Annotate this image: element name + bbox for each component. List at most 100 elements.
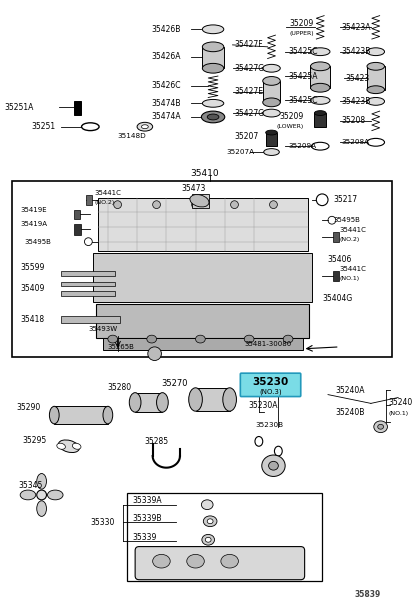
Ellipse shape [202,42,224,52]
Text: 35406: 35406 [327,255,352,264]
Ellipse shape [266,130,277,135]
Text: 35240B: 35240B [336,407,365,417]
Bar [202,47,224,68]
Ellipse shape [367,86,384,94]
FancyBboxPatch shape [135,547,305,580]
Bar [192,194,209,208]
Text: 35419E: 35419E [20,208,47,214]
Ellipse shape [196,335,205,343]
Text: 35209A: 35209A [288,143,316,149]
Ellipse shape [190,194,209,207]
Text: (UPPER): (UPPER) [289,30,314,36]
Bar [314,113,326,127]
Ellipse shape [264,149,279,155]
Text: 35474A: 35474A [152,113,181,121]
Text: 35418: 35418 [20,315,44,324]
Text: 35427G: 35427G [235,64,265,72]
Text: 35240A: 35240A [336,386,365,395]
Text: 35473: 35473 [181,183,205,192]
Ellipse shape [103,406,113,424]
Text: 35839: 35839 [354,590,381,599]
Text: 35251: 35251 [32,122,56,131]
Ellipse shape [72,443,81,449]
Text: 35270: 35270 [161,379,188,389]
Text: 35426C: 35426C [152,81,181,90]
Ellipse shape [137,122,153,131]
Ellipse shape [367,97,384,105]
Ellipse shape [58,440,79,452]
Bar [310,66,330,88]
Ellipse shape [147,335,156,343]
Ellipse shape [221,554,238,568]
Text: 35290: 35290 [16,403,40,412]
Text: 35208A: 35208A [342,139,370,146]
Ellipse shape [114,201,121,208]
Text: 35339A: 35339A [132,496,162,505]
Ellipse shape [269,462,278,470]
Text: 35207A: 35207A [227,149,255,155]
Ellipse shape [263,65,280,72]
Ellipse shape [270,201,277,208]
Text: 35495B: 35495B [24,239,51,245]
Ellipse shape [57,443,65,449]
Text: 35493W: 35493W [88,326,117,333]
Bar [263,81,280,102]
Text: 35230: 35230 [253,377,289,387]
Text: 35441C: 35441C [340,227,366,233]
Text: (NO.2): (NO.2) [94,200,114,205]
Ellipse shape [374,421,387,432]
Text: 35423B: 35423B [342,97,371,106]
Text: 35423B: 35423B [342,48,371,56]
Bar [61,315,119,323]
Text: 35240: 35240 [389,398,413,407]
Ellipse shape [283,335,293,343]
Ellipse shape [50,406,59,424]
Bar [266,133,277,146]
Ellipse shape [314,111,326,116]
Text: 35295: 35295 [22,436,46,445]
Bar [98,198,307,252]
Text: 35441C: 35441C [340,266,366,272]
Ellipse shape [189,388,202,411]
Bar [74,224,81,235]
Ellipse shape [202,63,224,73]
Text: 35423: 35423 [346,74,370,82]
Text: 35208: 35208 [342,116,366,125]
Ellipse shape [37,490,47,500]
Text: 35427E: 35427E [235,87,263,96]
Ellipse shape [207,519,213,524]
Ellipse shape [262,455,285,476]
Ellipse shape [367,48,384,55]
Ellipse shape [367,62,384,70]
Ellipse shape [230,201,238,208]
Bar [61,281,115,286]
Bar [61,291,115,296]
Text: (NO.2): (NO.2) [340,238,360,242]
Bar [61,271,115,276]
Bar [74,209,79,219]
Bar [54,406,108,424]
Ellipse shape [37,501,47,516]
Bar [93,253,312,302]
Bar [333,271,339,281]
Text: 35474B: 35474B [152,99,181,108]
Text: 35209: 35209 [289,19,313,28]
Bar [135,393,162,412]
Ellipse shape [310,62,330,71]
Text: 35217: 35217 [334,195,358,204]
Text: 35426A: 35426A [152,52,181,61]
Text: 35251A: 35251A [5,103,34,111]
Ellipse shape [141,125,148,128]
Text: 35280: 35280 [108,383,132,392]
Ellipse shape [310,83,330,92]
Text: 35427F: 35427F [235,40,263,49]
Text: 35209: 35209 [279,113,304,121]
Ellipse shape [207,114,219,120]
Text: (LOWER): (LOWER) [276,124,304,129]
Text: 35423A: 35423A [342,23,371,32]
Text: 35409: 35409 [20,284,45,293]
Ellipse shape [202,25,224,33]
Bar [333,232,339,242]
Ellipse shape [201,111,225,123]
Ellipse shape [37,474,47,489]
